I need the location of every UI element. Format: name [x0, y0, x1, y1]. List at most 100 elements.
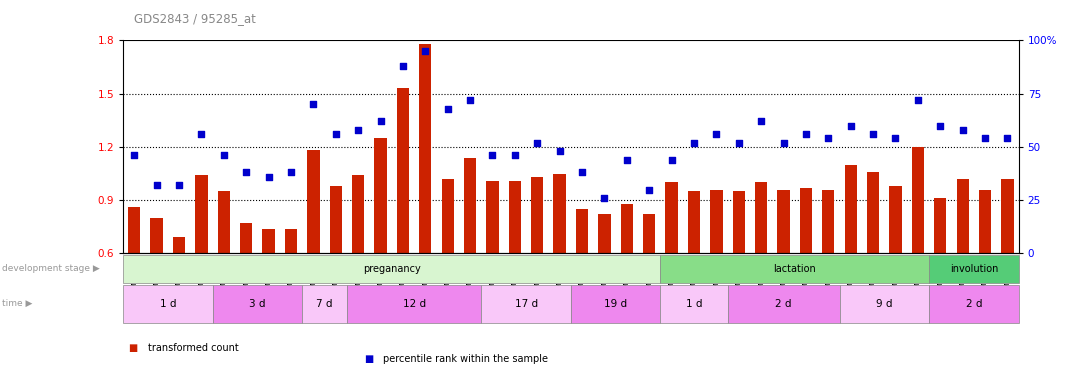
- Bar: [912, 147, 924, 253]
- Bar: [844, 165, 857, 253]
- Bar: [262, 228, 275, 253]
- Point: [730, 139, 747, 146]
- Point: [506, 152, 523, 159]
- Point: [461, 97, 478, 103]
- Bar: [889, 186, 902, 253]
- Point: [663, 157, 681, 163]
- Bar: [213, 285, 302, 323]
- Bar: [957, 179, 968, 253]
- Bar: [195, 175, 208, 253]
- Point: [574, 169, 591, 175]
- Bar: [643, 214, 655, 253]
- Point: [439, 106, 456, 112]
- Bar: [929, 285, 1019, 323]
- Point: [686, 139, 703, 146]
- Text: lactation: lactation: [774, 264, 816, 274]
- Bar: [840, 285, 929, 323]
- Point: [484, 152, 501, 159]
- Text: time ▶: time ▶: [2, 299, 32, 308]
- Bar: [576, 209, 589, 253]
- Bar: [660, 255, 929, 283]
- Text: 9 d: 9 d: [876, 299, 892, 309]
- Bar: [330, 186, 342, 253]
- Text: 7 d: 7 d: [317, 299, 333, 309]
- Bar: [934, 199, 947, 253]
- Bar: [217, 191, 230, 253]
- Point: [416, 48, 433, 54]
- Text: transformed count: transformed count: [148, 343, 239, 353]
- Bar: [929, 255, 1019, 283]
- Point: [618, 157, 636, 163]
- Point: [529, 139, 546, 146]
- Bar: [778, 190, 790, 253]
- Point: [752, 118, 769, 124]
- Bar: [531, 177, 544, 253]
- Bar: [733, 191, 745, 253]
- Bar: [347, 285, 482, 323]
- Text: 2 d: 2 d: [776, 299, 792, 309]
- Point: [170, 182, 187, 188]
- Bar: [508, 180, 521, 253]
- Text: 2 d: 2 d: [965, 299, 982, 309]
- Point: [395, 63, 412, 69]
- Bar: [621, 204, 633, 253]
- Bar: [660, 285, 728, 323]
- Text: involution: involution: [950, 264, 998, 274]
- Point: [932, 122, 949, 129]
- Bar: [352, 175, 364, 253]
- Bar: [688, 191, 700, 253]
- Bar: [419, 44, 431, 253]
- Point: [954, 127, 972, 133]
- Bar: [173, 237, 185, 253]
- Bar: [240, 223, 253, 253]
- Text: preganancy: preganancy: [363, 264, 421, 274]
- Point: [999, 135, 1016, 141]
- Text: 3 d: 3 d: [249, 299, 265, 309]
- Point: [148, 182, 165, 188]
- Point: [708, 131, 725, 137]
- Bar: [1002, 179, 1013, 253]
- Point: [238, 169, 255, 175]
- Bar: [487, 180, 499, 253]
- Point: [327, 131, 345, 137]
- Text: 19 d: 19 d: [605, 299, 627, 309]
- Bar: [302, 285, 347, 323]
- Bar: [822, 190, 835, 253]
- Bar: [553, 174, 566, 253]
- Bar: [666, 182, 677, 253]
- Point: [641, 187, 658, 193]
- Point: [596, 195, 613, 201]
- Bar: [867, 172, 880, 253]
- Bar: [755, 182, 767, 253]
- Bar: [799, 188, 812, 253]
- Text: GDS2843 / 95285_at: GDS2843 / 95285_at: [134, 12, 256, 25]
- Bar: [598, 214, 611, 253]
- Point: [775, 139, 792, 146]
- Text: 1 d: 1 d: [159, 299, 177, 309]
- Point: [372, 118, 389, 124]
- Bar: [710, 190, 722, 253]
- Bar: [442, 179, 454, 253]
- Point: [215, 152, 232, 159]
- Point: [193, 131, 210, 137]
- Text: 12 d: 12 d: [402, 299, 426, 309]
- Point: [865, 131, 882, 137]
- Point: [887, 135, 904, 141]
- Bar: [979, 190, 991, 253]
- Bar: [374, 138, 386, 253]
- Bar: [307, 151, 320, 253]
- Bar: [151, 218, 163, 253]
- Bar: [571, 285, 660, 323]
- Point: [820, 135, 837, 141]
- Point: [977, 135, 994, 141]
- Text: development stage ▶: development stage ▶: [2, 265, 100, 273]
- Point: [910, 97, 927, 103]
- Point: [260, 174, 277, 180]
- Bar: [285, 228, 297, 253]
- Text: 1 d: 1 d: [686, 299, 702, 309]
- Point: [350, 127, 367, 133]
- Bar: [123, 255, 660, 283]
- Point: [282, 169, 300, 175]
- Point: [551, 148, 568, 154]
- Text: ■: ■: [364, 354, 373, 364]
